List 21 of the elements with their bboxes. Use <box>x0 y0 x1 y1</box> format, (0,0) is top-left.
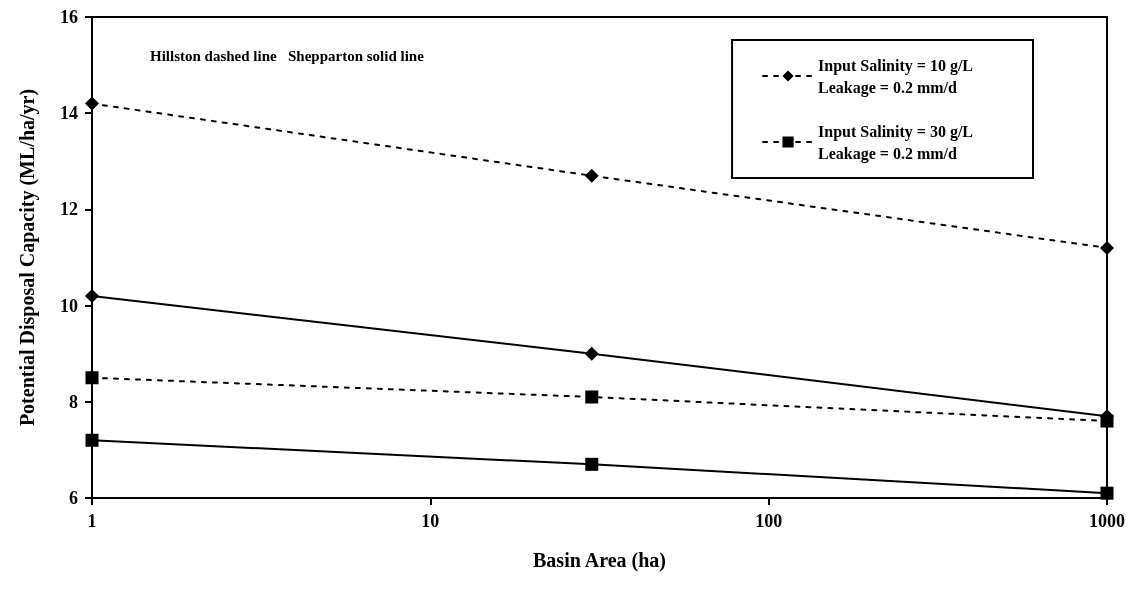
y-tick-label: 14 <box>60 103 78 124</box>
y-tick-label: 16 <box>60 7 78 27</box>
y-tick-label: 8 <box>69 391 78 412</box>
y-tick-label: 6 <box>69 488 78 508</box>
point <box>85 433 99 447</box>
x-tick-label: 1 <box>87 511 97 531</box>
point <box>85 96 99 111</box>
x-tick-label: 1000 <box>1089 511 1125 531</box>
point <box>1100 240 1114 255</box>
point <box>85 288 99 303</box>
x-axis-title: Basin Area (ha) <box>533 549 666 572</box>
y-tick-label: 10 <box>60 295 78 316</box>
point <box>85 371 99 385</box>
y-tick-label: 12 <box>60 199 78 220</box>
x-tick-label: 10 <box>421 511 440 531</box>
y-axis-title: Potential Disposal Capacity (ML/ha/yr) <box>16 88 39 427</box>
legend-label: Input Salinity = 30 g/L Leakage = 0.2 mm/d <box>818 122 974 163</box>
legend-label: Input Salinity = 10 g/L Leakage = 0.2 mm/d <box>818 56 974 97</box>
x-tick-label: 100 <box>755 511 783 531</box>
point <box>1100 486 1114 500</box>
annotation: Hillston dashed line Shepparton solid line <box>150 47 425 64</box>
